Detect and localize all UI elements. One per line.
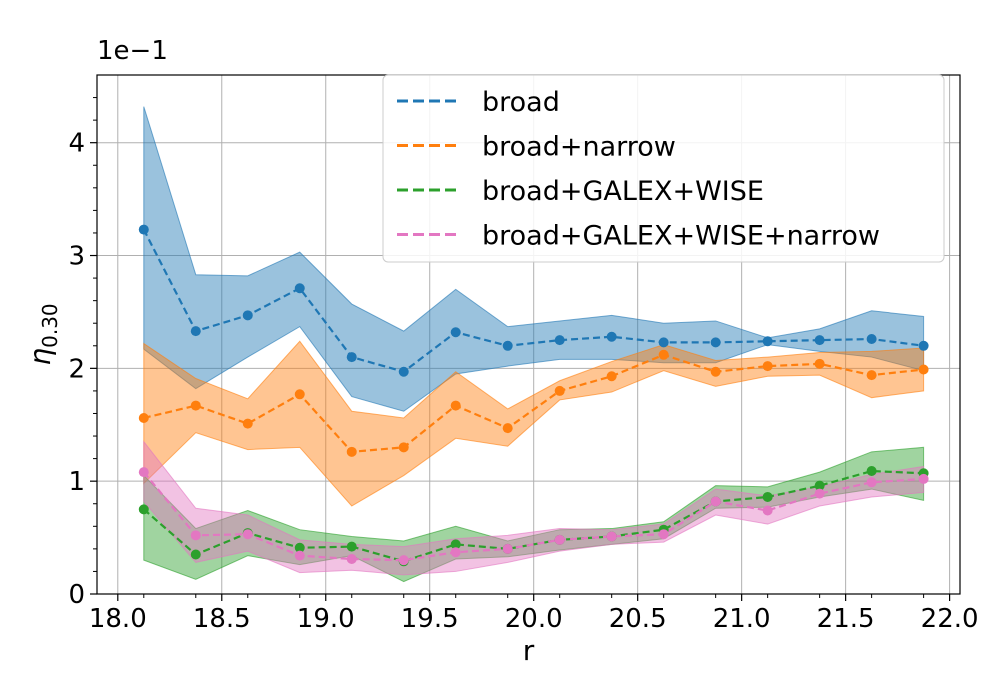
data-point (658, 529, 669, 540)
series-line (142, 229, 924, 373)
data-point (398, 366, 409, 377)
data-point (294, 542, 305, 553)
y-offset-text: 1e−1 (97, 36, 168, 66)
y-tick-label: 4 (68, 129, 85, 159)
x-tick-label: 21.0 (713, 604, 771, 634)
data-point (710, 337, 721, 348)
data-point (294, 389, 305, 400)
data-point (866, 370, 877, 381)
legend-box (382, 74, 945, 263)
data-point (398, 555, 409, 566)
x-tick-label: 20.5 (609, 604, 667, 634)
data-point (866, 334, 877, 345)
x-tick-label: 21.5 (817, 604, 875, 634)
x-tick-label: 19.0 (297, 604, 355, 634)
data-point (190, 530, 201, 541)
data-point (502, 423, 513, 434)
x-tick-label: 22.0 (921, 604, 979, 634)
confidence-band (143, 446, 925, 583)
legend-label: broad+GALEX+WISE+narrow (482, 221, 880, 252)
data-point (814, 488, 825, 499)
legend: broad broad+narrow broad+GALEX+WISE broad+G… (382, 74, 945, 263)
series-points (138, 224, 929, 567)
x-axis-label: r (523, 634, 535, 667)
data-point (918, 364, 929, 375)
data-point (190, 400, 201, 411)
data-point (190, 326, 201, 337)
data-point (138, 412, 149, 423)
data-point (762, 491, 773, 502)
legend-label: broad+GALEX+WISE (482, 176, 764, 207)
data-point (346, 352, 357, 363)
series-line (142, 471, 924, 562)
data-point (138, 224, 149, 235)
data-point (658, 337, 669, 348)
data-point (554, 534, 565, 545)
data-point (190, 549, 201, 560)
data-point (710, 366, 721, 377)
data-point (762, 361, 773, 372)
data-point (346, 541, 357, 552)
data-point (554, 385, 565, 396)
data-point (606, 531, 617, 542)
data-point (346, 554, 357, 565)
data-point (294, 550, 305, 561)
data-point (502, 340, 513, 351)
data-point (762, 505, 773, 516)
data-point (294, 283, 305, 294)
data-point (398, 442, 409, 453)
data-point (606, 331, 617, 342)
series-line (143, 469, 924, 563)
x-tick-label: 18.5 (193, 604, 251, 634)
data-point (242, 310, 253, 321)
data-point (450, 547, 461, 558)
legend-label: broad+narrow (482, 132, 676, 163)
series-lines (142, 229, 924, 563)
data-point (866, 466, 877, 477)
data-point (814, 358, 825, 369)
y-axis-label-main: η (24, 348, 57, 366)
series-line (143, 353, 924, 453)
data-point (242, 418, 253, 429)
data-point (450, 400, 461, 411)
x-tick-label: 18.0 (89, 604, 147, 634)
y-tick-label: 2 (68, 354, 85, 384)
data-point (606, 371, 617, 382)
data-point (346, 446, 357, 457)
y-tick-label: 0 (68, 580, 85, 610)
data-point (866, 477, 877, 488)
data-point (814, 335, 825, 346)
data-point (138, 504, 149, 515)
data-point (918, 473, 929, 484)
data-point (658, 349, 669, 360)
legend-label: broad (482, 87, 560, 118)
x-tick-label: 19.5 (401, 604, 459, 634)
data-point (502, 543, 513, 554)
x-tick-label: 20.0 (505, 604, 563, 634)
data-point (710, 496, 721, 507)
data-point (242, 529, 253, 540)
y-axis-label-subscript: 0.30 (38, 303, 62, 348)
data-point (450, 539, 461, 550)
y-axis-label: η0.30 (24, 303, 62, 365)
axis-ticks: 18.0 18.5 19.0 19.5 20.0 20.5 21.0 21.5 22.0 0 1 2 3… (68, 97, 979, 634)
data-point (450, 327, 461, 338)
data-point (918, 340, 929, 351)
data-point (814, 480, 825, 491)
confidence-band (143, 340, 925, 507)
data-point (762, 336, 773, 347)
y-tick-label: 1 (68, 467, 85, 497)
data-point (554, 335, 565, 346)
y-tick-label: 3 (68, 242, 85, 272)
data-point (138, 467, 149, 478)
